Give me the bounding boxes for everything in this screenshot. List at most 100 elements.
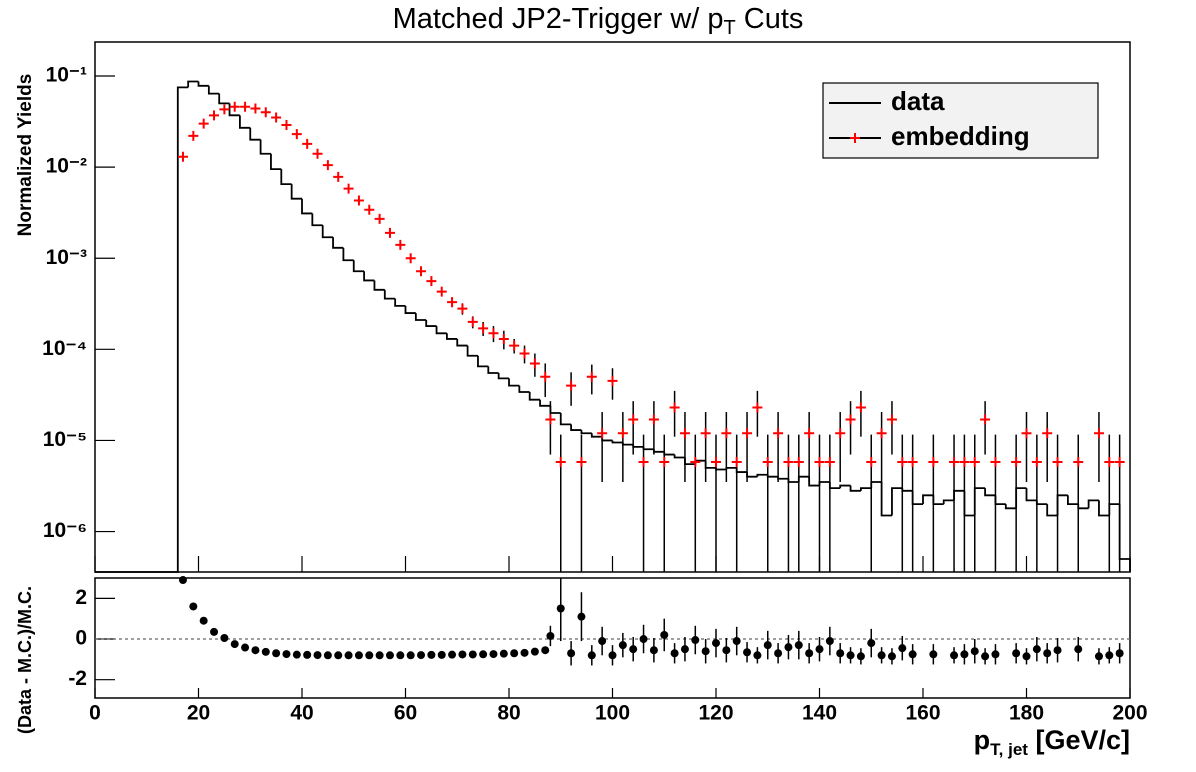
histogram-bin [508,378,520,387]
point [897,457,908,468]
point [498,333,509,344]
point [846,651,855,660]
histogram-bin [756,473,768,477]
point [374,213,385,224]
point [405,253,416,264]
legend-box [822,82,1099,159]
point [856,652,865,661]
histogram-bin [497,372,509,380]
point [457,303,468,314]
point [814,457,825,468]
point [1073,457,1084,468]
point [990,457,1001,468]
histogram-bin [290,184,302,200]
point [774,649,783,658]
histogram-bin [849,485,861,492]
point [198,118,209,129]
histogram-bin [373,280,385,291]
point [743,648,752,657]
point [659,457,670,468]
point [908,650,917,659]
point [835,428,846,439]
x-axis-label: pT, jet [GeV/c] [974,725,1130,759]
histogram-bin [1046,504,1058,517]
point [1115,649,1124,658]
histogram-bin [1087,499,1099,509]
x-tick-label: 60 [394,702,417,725]
point [991,650,1000,659]
point [722,646,731,655]
point [773,428,784,439]
point [458,650,467,659]
point [1031,457,1042,468]
point [261,647,270,656]
point [322,160,333,171]
point [576,457,587,468]
title-part: Matched JP2-Trigger w/ p [393,3,724,35]
point [251,646,260,655]
point [529,358,540,369]
point [541,646,550,655]
point [959,457,970,468]
point [669,402,680,413]
point [188,130,199,141]
point [395,239,406,250]
point [598,637,607,646]
point [1042,428,1053,439]
point [479,650,488,659]
point [467,316,478,327]
point [240,101,251,112]
y-tick-label: 0 [75,627,87,650]
point [334,651,343,660]
point [343,183,354,194]
y-axis-label: Normalized Yields [15,74,36,237]
point [680,645,689,654]
point [406,651,415,660]
histogram-bin [942,499,955,505]
point [855,402,866,413]
histogram-bin [207,85,220,95]
histogram-bin [259,139,271,155]
point [489,650,498,659]
histogram-bin [321,225,334,239]
histogram-bin [518,385,530,393]
point [219,104,230,115]
point [670,649,679,658]
point [721,428,732,439]
point [1104,457,1115,468]
point [209,110,220,121]
point [312,148,323,159]
point [520,648,529,657]
y-tick-label: 10⁻⁵ [43,428,87,451]
point [618,641,627,650]
point [701,647,710,656]
histogram-bin [1025,488,1037,502]
point [794,641,803,650]
point [742,428,753,439]
x-tick-label: 200 [1112,702,1147,725]
histogram-bin [311,213,323,227]
point [1074,645,1083,654]
histogram-bin [456,338,468,347]
point [499,649,508,658]
histogram-bin [197,81,209,87]
point [898,644,907,653]
point [762,457,773,468]
point [281,119,292,130]
histogram-bin [590,433,603,438]
point [530,647,539,656]
point [488,328,499,339]
histogram-bin [559,413,572,426]
point [607,375,618,386]
point [586,371,597,382]
point [468,650,477,659]
point [426,276,437,287]
point [731,457,742,468]
point [711,457,721,468]
x-label-part: [GeV/c] [1028,725,1130,755]
x-tick-label: 40 [290,702,313,725]
point [876,428,887,439]
point [783,457,794,468]
point [732,637,741,646]
